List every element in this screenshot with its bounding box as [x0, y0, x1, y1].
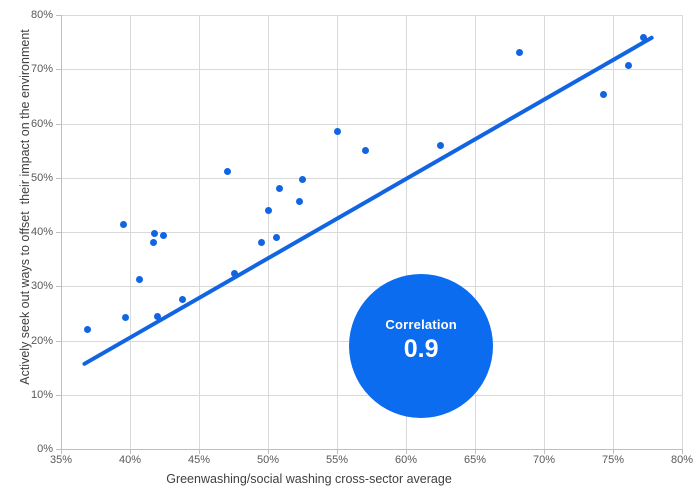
y-tick-label: 30% [30, 280, 53, 293]
data-point [151, 229, 159, 237]
data-point [599, 91, 607, 99]
x-tick-mark [268, 449, 269, 454]
data-point [296, 197, 304, 205]
x-tick-label: 70% [532, 454, 556, 466]
x-axis-line [61, 449, 683, 450]
y-tick-mark [56, 340, 61, 342]
x-tick-label: 50% [256, 454, 280, 466]
correlation-label: Correlation [385, 317, 457, 333]
data-point [154, 312, 162, 320]
y-tick-mark [56, 449, 61, 450]
y-gridline [61, 177, 682, 179]
y-gridline [61, 15, 682, 16]
data-point [231, 269, 239, 277]
data-point [515, 49, 523, 57]
data-point [639, 33, 647, 41]
y-tick-label: 40% [30, 226, 53, 238]
correlation-badge: Correlation 0.9 [349, 273, 494, 418]
data-point [83, 325, 91, 333]
x-tick-label: 60% [394, 454, 418, 466]
data-point [257, 239, 265, 247]
data-point [362, 146, 370, 154]
x-gridline [682, 15, 683, 449]
y-gridline [61, 69, 682, 71]
data-point [224, 167, 232, 175]
x-tick-mark [406, 449, 407, 454]
y-tick-label: 20% [30, 334, 53, 347]
y-tick-label: 0% [37, 443, 53, 455]
x-tick-mark [130, 449, 131, 454]
y-tick-label: 60% [30, 117, 53, 130]
y-axis-line [61, 15, 62, 450]
x-tick-mark [61, 449, 62, 454]
data-point [272, 234, 280, 242]
x-tick-label: 55% [325, 454, 349, 466]
y-axis-title: Actively seek out ways to offset their i… [18, 29, 32, 385]
y-tick-mark [56, 177, 61, 179]
x-tick-mark [544, 449, 545, 454]
y-tick-mark [56, 69, 61, 71]
trendline [82, 35, 654, 366]
x-tick-mark [337, 449, 338, 454]
correlation-value: 0.9 [403, 335, 439, 364]
data-point [122, 313, 130, 321]
y-tick-label: 80% [30, 9, 53, 21]
x-tick-mark [475, 449, 476, 454]
y-tick-mark [56, 15, 61, 16]
y-tick-label: 10% [30, 388, 53, 401]
data-point [119, 221, 127, 229]
x-tick-label: 45% [187, 454, 211, 466]
x-tick-label: 75% [601, 454, 625, 466]
data-point [437, 141, 444, 149]
x-tick-mark [682, 449, 683, 454]
y-tick-label: 50% [30, 171, 53, 184]
data-point [333, 127, 341, 135]
y-tick-mark [56, 232, 61, 233]
y-gridline [61, 123, 682, 125]
x-tick-mark [613, 449, 614, 454]
y-gridline [61, 286, 682, 288]
y-tick-mark [56, 123, 61, 125]
data-point [275, 184, 283, 192]
data-point [159, 232, 167, 240]
data-point [149, 239, 157, 247]
data-point [264, 207, 272, 215]
x-tick-label: 65% [463, 454, 487, 466]
x-tick-label: 35% [49, 454, 73, 466]
data-point [178, 296, 186, 304]
y-tick-mark [56, 394, 61, 396]
x-tick-label: 80% [670, 454, 694, 466]
y-gridline [61, 232, 682, 233]
trendline-segment [82, 35, 654, 366]
x-tick-mark [199, 449, 200, 454]
data-point [136, 275, 144, 283]
y-tick-mark [56, 286, 61, 288]
y-tick-label: 70% [30, 63, 53, 76]
x-axis-title: Greenwashing/social washing cross-sector… [166, 472, 452, 486]
data-point [299, 176, 306, 184]
x-tick-label: 40% [118, 454, 142, 466]
data-point [624, 62, 632, 70]
